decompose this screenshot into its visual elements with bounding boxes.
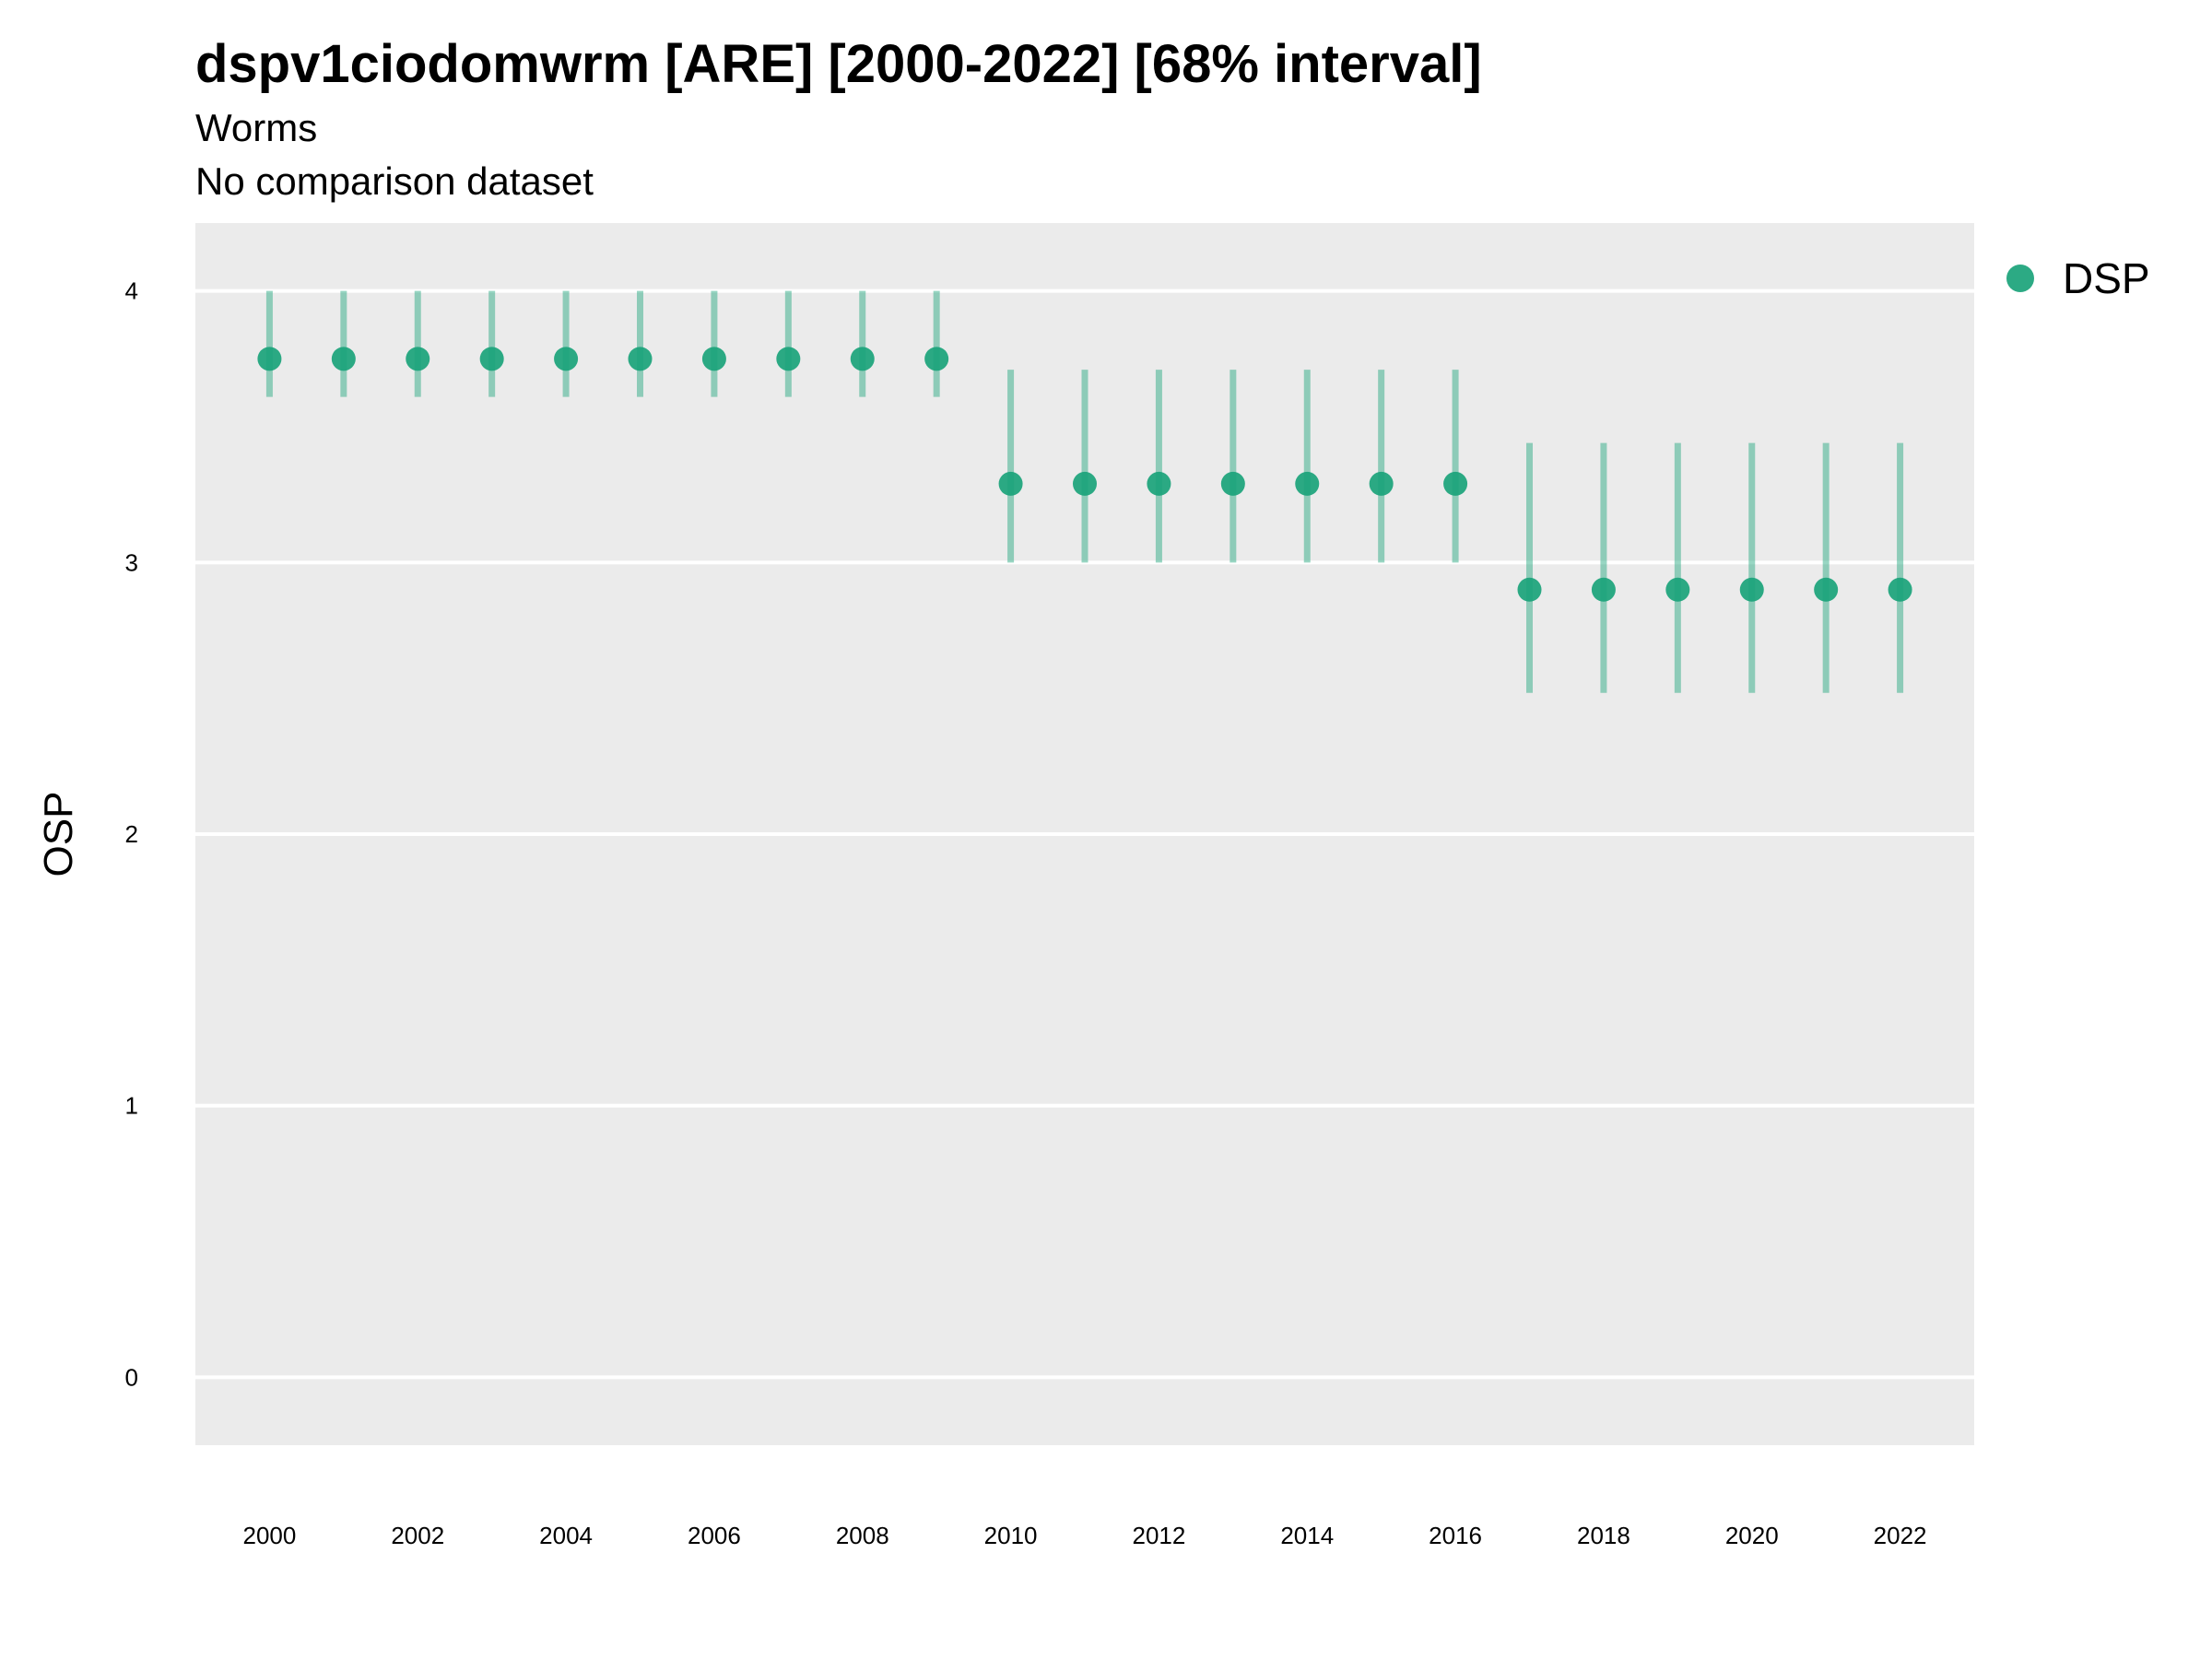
x-tick-label: 2006 xyxy=(688,1522,741,1549)
data-point xyxy=(479,347,504,371)
y-tick-labels: 0 1 2 3 4 xyxy=(125,277,138,1392)
y-tick-label: 0 xyxy=(125,1363,138,1391)
x-tick-label: 2012 xyxy=(1132,1522,1185,1549)
y-axis-title: OSP xyxy=(36,792,81,877)
data-point xyxy=(1220,471,1245,496)
data-point xyxy=(406,347,430,371)
grid-layer xyxy=(195,288,1974,1380)
x-tick-label: 2000 xyxy=(242,1522,296,1549)
data-point xyxy=(628,347,653,371)
data-point xyxy=(701,347,726,371)
error-bars xyxy=(265,290,1904,693)
x-tick-label: 2018 xyxy=(1577,1522,1630,1549)
y-tick-label: 3 xyxy=(125,548,138,576)
data-point xyxy=(1369,471,1394,496)
chart-title: dspv1ciodomwrm [ARE] [2000-2022] [68% in… xyxy=(195,34,1482,94)
data-point xyxy=(1665,577,1690,602)
x-tick-label: 2004 xyxy=(539,1522,593,1549)
data-point xyxy=(1591,577,1616,602)
x-tick-label: 2010 xyxy=(984,1522,1038,1549)
data-point xyxy=(776,347,801,371)
x-tick-label: 2022 xyxy=(1874,1522,1927,1549)
chart-caption: No comparison dataset xyxy=(195,159,594,203)
legend-label-dsp: DSP xyxy=(2063,254,2150,302)
data-point xyxy=(554,347,579,371)
y-tick-label: 4 xyxy=(125,277,138,305)
legend: DSP xyxy=(2006,254,2150,302)
data-point xyxy=(331,347,356,371)
data-point xyxy=(257,347,282,371)
data-points xyxy=(257,347,1912,602)
x-tick-label: 2016 xyxy=(1429,1522,1482,1549)
data-point xyxy=(1443,471,1468,496)
data-point xyxy=(1073,471,1097,496)
data-point xyxy=(850,347,875,371)
data-point xyxy=(1517,577,1542,602)
x-tick-label: 2014 xyxy=(1280,1522,1334,1549)
x-tick-label: 2002 xyxy=(391,1522,444,1549)
y-tick-label: 2 xyxy=(125,820,138,848)
data-point xyxy=(1295,471,1320,496)
data-point xyxy=(1888,577,1912,602)
x-tick-label: 2008 xyxy=(836,1522,889,1549)
data-point xyxy=(924,347,949,371)
data-point xyxy=(998,471,1023,496)
legend-key-dsp xyxy=(2006,265,2034,292)
x-tick-label: 2020 xyxy=(1725,1522,1779,1549)
chart-subtitle: Worms xyxy=(195,106,318,149)
x-tick-labels: 2000 2002 2004 2006 2008 2010 2012 2014 2016 2018… xyxy=(242,1522,1926,1549)
y-tick-label: 1 xyxy=(125,1092,138,1120)
data-point xyxy=(1739,577,1764,602)
data-point xyxy=(1147,471,1171,496)
data-point xyxy=(1814,577,1839,602)
